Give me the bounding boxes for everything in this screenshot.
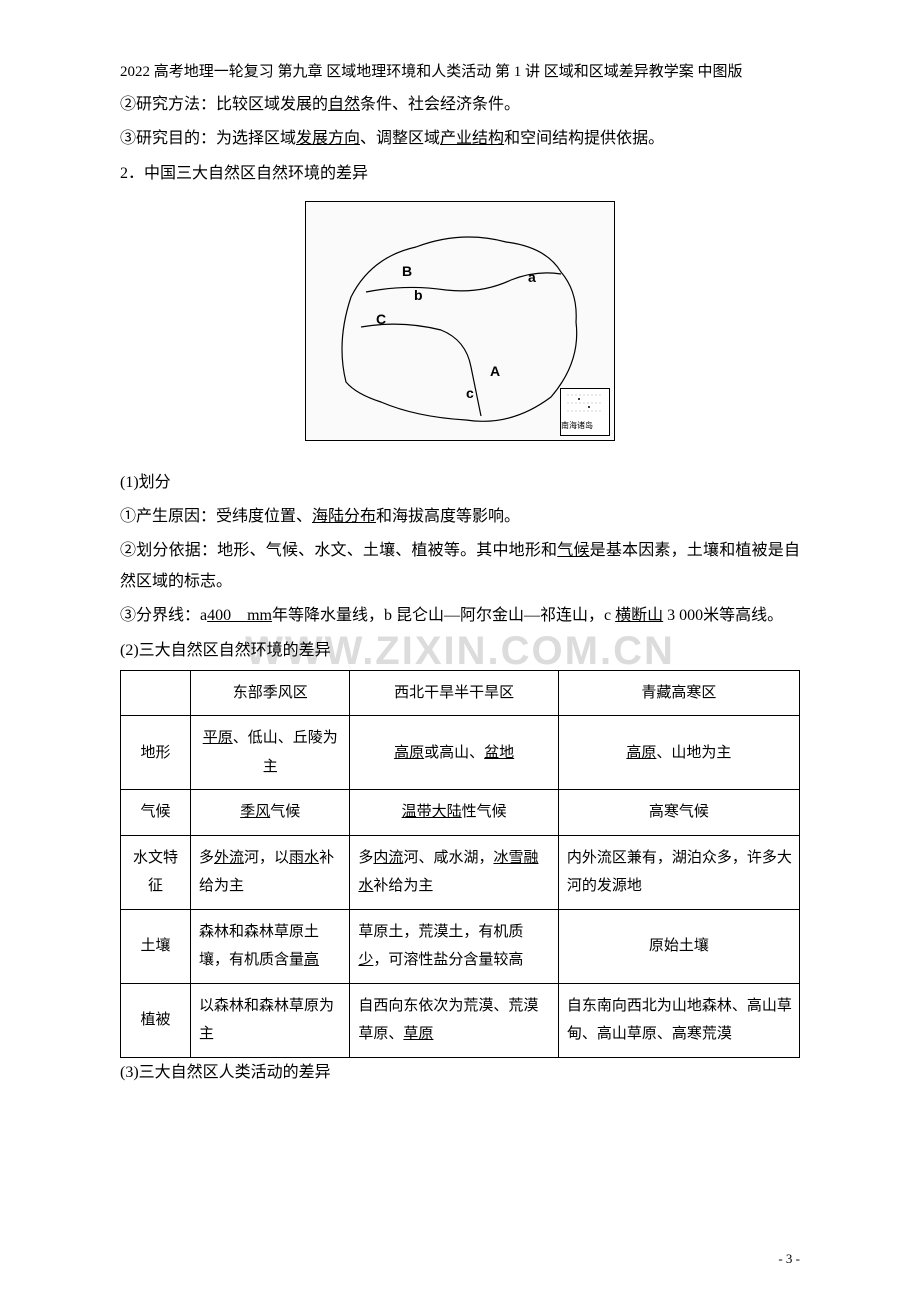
- u: 草原: [403, 1026, 433, 1042]
- underline-text: 发展方向: [296, 130, 360, 147]
- u: 盆地: [484, 745, 514, 761]
- map-label-B: B: [402, 258, 412, 285]
- underline-text: 产业结构: [440, 130, 504, 147]
- cell: 高原或高山、盆地: [350, 716, 558, 790]
- t: 性气候: [462, 804, 507, 820]
- u: 温带大陆: [402, 804, 462, 820]
- cell: 高寒气候: [558, 790, 799, 836]
- cell: 高原、山地为主: [558, 716, 799, 790]
- row-label: 气候: [121, 790, 191, 836]
- table-row: 水文特征 多外流河，以雨水补给为主 多内流河、咸水湖，冰雪融水补给为主 内外流区…: [121, 835, 800, 909]
- subsection-1-title: (1)划分: [120, 468, 800, 498]
- table-row: 东部季风区 西北干旱半干旱区 青藏高寒区: [121, 670, 800, 716]
- row-label: 土壤: [121, 909, 191, 983]
- text: ③分界线：a: [120, 607, 207, 624]
- t: 或高山、: [424, 745, 484, 761]
- t: 多: [358, 850, 373, 866]
- cell: 自西向东依次为荒漠、荒漠草原、草原: [350, 983, 558, 1057]
- u: 少: [358, 952, 373, 968]
- document-header: 2022 高考地理一轮复习 第九章 区域地理环境和人类活动 第 1 讲 区域和区…: [120, 60, 800, 84]
- th-east: 东部季风区: [191, 670, 350, 716]
- cell: 森林和森林草原土壤，有机质含量高: [191, 909, 350, 983]
- th-northwest: 西北干旱半干旱区: [350, 670, 558, 716]
- underline-text: 400 mm: [207, 607, 272, 624]
- subsection-3-title: (3)三大自然区人类活动的差异: [120, 1058, 800, 1088]
- u: 高原: [394, 745, 424, 761]
- row-label: 植被: [121, 983, 191, 1057]
- underline-text: 海陆分布: [312, 508, 376, 525]
- section-heading: 2．中国三大自然区自然环境的差异: [120, 159, 800, 189]
- text: ①产生原因：受纬度位置、: [120, 508, 312, 525]
- text: ③研究目的：为选择区域: [120, 130, 296, 147]
- row-label: 水文特征: [121, 835, 191, 909]
- china-map-figure: B b C a A c 南海诸岛: [305, 201, 615, 441]
- map-label-A: A: [490, 358, 500, 385]
- underline-text: 气候: [557, 542, 589, 559]
- map-inset: 南海诸岛: [560, 388, 610, 436]
- t: 森林和森林草原土壤，有机质含量: [199, 924, 319, 969]
- t: 气候: [270, 804, 300, 820]
- table-row: 土壤 森林和森林草原土壤，有机质含量高 草原土，荒漠土，有机质少，可溶性盐分含量…: [121, 909, 800, 983]
- map-label-b: b: [414, 282, 423, 309]
- cell: 温带大陆性气候: [350, 790, 558, 836]
- table-row: 气候 季风气候 温带大陆性气候 高寒气候: [121, 790, 800, 836]
- t: 、低山、丘陵为主: [233, 730, 338, 775]
- map-label-a: a: [528, 264, 536, 291]
- t: 草原土，荒漠土，有机质: [358, 924, 523, 940]
- text: 条件、社会经济条件。: [360, 96, 520, 113]
- text: 和空间结构提供依据。: [504, 130, 664, 147]
- text: 年等降水量线，b 昆仑山—阿尔金山—祁连山，c: [272, 607, 615, 624]
- t: 、山地为主: [656, 745, 731, 761]
- map-label-C: C: [376, 306, 386, 333]
- para-method: ②研究方法：比较区域发展的自然条件、社会经济条件。: [120, 90, 800, 120]
- cell: 多内流河、咸水湖，冰雪融水补给为主: [350, 835, 558, 909]
- u: 高原: [626, 745, 656, 761]
- t: 河，以: [244, 850, 289, 866]
- cell: 自东南向西北为山地森林、高山草甸、高山草原、高寒荒漠: [558, 983, 799, 1057]
- text: 3 000米等高线。: [663, 607, 783, 624]
- text: ②研究方法：比较区域发展的: [120, 96, 328, 113]
- para-cause: ①产生原因：受纬度位置、海陆分布和海拔高度等影响。: [120, 502, 800, 532]
- cell: 季风气候: [191, 790, 350, 836]
- cell: 内外流区兼有，湖泊众多，许多大河的发源地: [558, 835, 799, 909]
- inset-caption: 南海诸岛: [561, 418, 593, 433]
- u: 内流: [373, 850, 403, 866]
- t: ，可溶性盐分含量较高: [373, 952, 523, 968]
- row-label: 地形: [121, 716, 191, 790]
- text: 、调整区域: [360, 130, 440, 147]
- t: 补给为主: [373, 878, 433, 894]
- t: 多: [199, 850, 214, 866]
- u: 外流: [214, 850, 244, 866]
- cell: 草原土，荒漠土，有机质少，可溶性盐分含量较高: [350, 909, 558, 983]
- page-number: - 3 -: [778, 1247, 800, 1272]
- subsection-2-title: (2)三大自然区自然环境的差异: [120, 636, 800, 666]
- cell: 多外流河，以雨水补给为主: [191, 835, 350, 909]
- u: 平原: [203, 730, 233, 746]
- map-label-c: c: [466, 380, 474, 407]
- u: 雨水: [289, 850, 319, 866]
- t: 河、咸水湖，: [403, 850, 493, 866]
- para-basis: ②划分依据：地形、气候、水文、土壤、植被等。其中地形和气候是基本因素，土壤和植被…: [120, 536, 800, 597]
- table-row: 植被 以森林和森林草原为主 自西向东依次为荒漠、荒漠草原、草原 自东南向西北为山…: [121, 983, 800, 1057]
- text: 和海拔高度等影响。: [376, 508, 520, 525]
- u: 高: [304, 952, 319, 968]
- table-row: 地形 平原、低山、丘陵为主 高原或高山、盆地 高原、山地为主: [121, 716, 800, 790]
- map-container: B b C a A c 南海诸岛: [120, 201, 800, 453]
- content-layer: 2022 高考地理一轮复习 第九章 区域地理环境和人类活动 第 1 讲 区域和区…: [120, 60, 800, 1088]
- cell: 以森林和森林草原为主: [191, 983, 350, 1057]
- para-purpose: ③研究目的：为选择区域发展方向、调整区域产业结构和空间结构提供依据。: [120, 124, 800, 154]
- cell: 平原、低山、丘陵为主: [191, 716, 350, 790]
- text: ②划分依据：地形、气候、水文、土壤、植被等。其中地形和: [120, 542, 557, 559]
- underline-text: 自然: [328, 96, 360, 113]
- comparison-table: 东部季风区 西北干旱半干旱区 青藏高寒区 地形 平原、低山、丘陵为主 高原或高山…: [120, 670, 800, 1058]
- t: 自西向东依次为荒漠、荒漠草原、: [358, 998, 538, 1043]
- th-blank: [121, 670, 191, 716]
- underline-text: 横断山: [615, 607, 663, 624]
- para-boundary: ③分界线：a400 mm年等降水量线，b 昆仑山—阿尔金山—祁连山，c 横断山 …: [120, 601, 800, 631]
- cell: 原始土壤: [558, 909, 799, 983]
- u: 季风: [240, 804, 270, 820]
- th-qingzang: 青藏高寒区: [558, 670, 799, 716]
